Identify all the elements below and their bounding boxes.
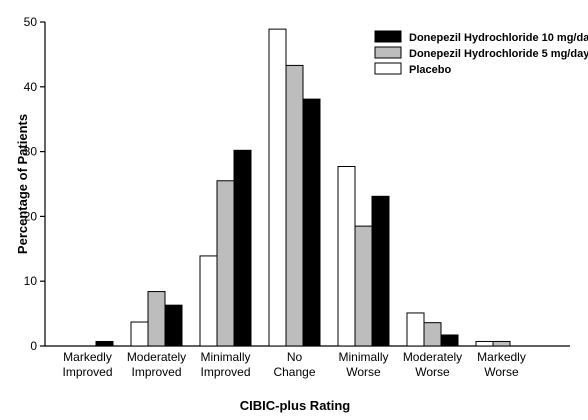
y-tick-label: 50: [24, 15, 38, 29]
x-category-label: Moderately: [403, 350, 462, 364]
legend-label: Donepezil Hydrochloride 10 mg/day: [409, 32, 588, 44]
x-category-label: Improved: [200, 365, 250, 379]
y-tick-label: 0: [30, 339, 37, 353]
y-tick-label: 20: [24, 209, 38, 223]
x-category-label: Minimally: [338, 350, 388, 364]
bar: [475, 340, 494, 347]
bar: [337, 166, 356, 347]
x-category-label: Worse: [415, 365, 450, 379]
y-tick-label: 40: [24, 80, 38, 94]
x-category-label: Worse: [346, 365, 381, 379]
bar: [147, 291, 166, 347]
x-category-label: Minimally: [200, 350, 250, 364]
y-axis-title: Percentage of Patients: [15, 114, 30, 254]
x-category-label: Moderately: [127, 350, 186, 364]
x-category-label: Change: [273, 365, 315, 379]
bar: [423, 322, 442, 347]
x-category-label: Worse: [484, 365, 519, 379]
x-category-label: Markedly: [63, 350, 112, 364]
bar: [233, 149, 252, 347]
legend-label: Donepezil Hydrochloride 5 mg/day: [409, 48, 588, 60]
x-category-label: No: [287, 350, 303, 364]
bar: [302, 98, 321, 347]
bar: [285, 64, 304, 347]
bar: [268, 28, 287, 347]
legend-swatch: [374, 62, 402, 75]
bar: [95, 340, 114, 347]
x-category-label: Markedly: [477, 350, 526, 364]
bar: [199, 255, 218, 347]
bar: [216, 180, 235, 347]
bar: [130, 321, 149, 347]
bar: [440, 334, 459, 347]
bar: [354, 225, 373, 347]
y-axis-ticks: 0 10 20 30 40 50: [24, 15, 45, 353]
x-category-label: Improved: [131, 365, 181, 379]
legend-label: Placebo: [409, 64, 451, 76]
x-axis-category-labels: MarkedlyImprovedModeratelyImprovedMinima…: [62, 350, 525, 379]
legend: Donepezil Hydrochloride 10 mg/day Donepez…: [374, 30, 588, 76]
y-tick-label: 10: [24, 274, 38, 288]
bar: [492, 340, 511, 347]
bar: [406, 312, 425, 347]
legend-swatch: [374, 46, 402, 59]
legend-swatch: [374, 30, 402, 43]
bars: [95, 28, 511, 347]
y-tick-label: 30: [24, 145, 38, 159]
x-category-label: Improved: [62, 365, 112, 379]
x-axis-title: CIBIC-plus Rating: [240, 398, 351, 413]
bar: [164, 304, 183, 347]
bar: [371, 195, 390, 347]
